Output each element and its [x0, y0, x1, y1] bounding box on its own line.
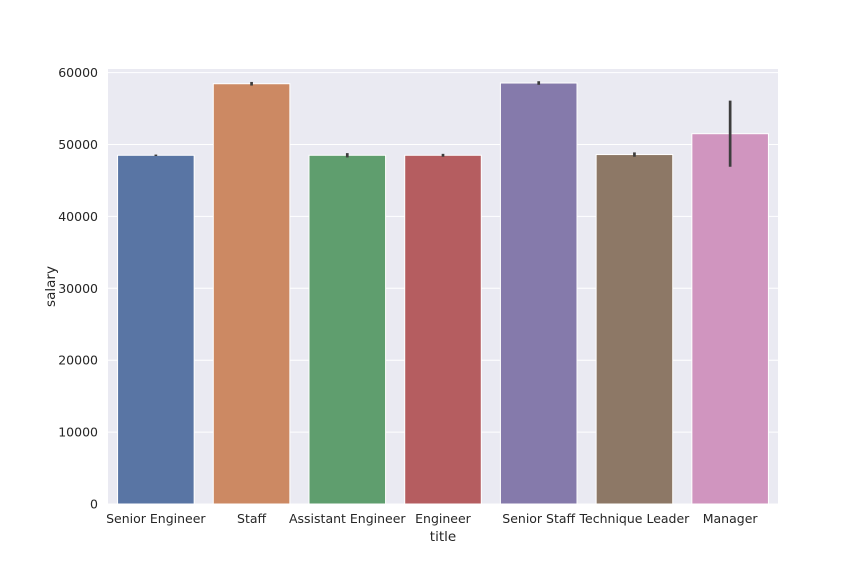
- bar: [212, 83, 291, 505]
- bar: [691, 133, 769, 505]
- y-tick-label: 40000: [58, 209, 98, 224]
- x-tick-label: Staff: [237, 511, 266, 526]
- x-tick-label: Technique Leader: [579, 511, 691, 526]
- x-tick-label: Assistant Engineer: [289, 511, 406, 526]
- x-tick-label: Senior Engineer: [106, 511, 206, 526]
- x-tick-labels: Senior Engineer Staff Assistant Engineer En…: [106, 511, 758, 526]
- y-tick-label: 60000: [58, 65, 98, 80]
- bar: [499, 82, 578, 505]
- bars: [117, 82, 769, 505]
- y-axis-label: salary: [43, 266, 59, 307]
- x-tick-label: Engineer: [415, 511, 472, 526]
- error-bars: [154, 81, 732, 167]
- bar: [308, 154, 387, 505]
- x-tick-label: Manager: [703, 511, 759, 526]
- bar: [595, 154, 674, 505]
- y-tick-labels: 0 10000 20000 30000 40000 50000 60000: [58, 65, 98, 511]
- bar: [404, 154, 482, 505]
- y-tick-label: 30000: [58, 281, 98, 296]
- y-tick-label: 10000: [58, 425, 98, 440]
- x-axis-label: title: [430, 529, 456, 545]
- y-tick-label: 20000: [58, 353, 98, 368]
- x-tick-label: Senior Staff: [502, 511, 575, 526]
- bar: [117, 154, 195, 505]
- y-tick-label: 0: [90, 497, 98, 512]
- y-tick-label: 50000: [58, 137, 98, 152]
